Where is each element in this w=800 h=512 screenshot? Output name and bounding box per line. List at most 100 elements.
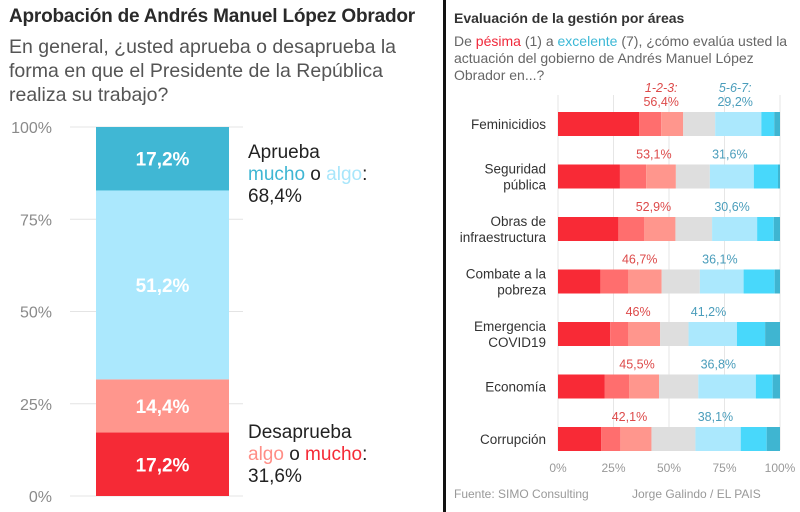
bar-segment — [761, 112, 775, 136]
bar-segment — [604, 374, 630, 399]
bar-segment-label: 17,2% — [136, 455, 190, 476]
bar-segment — [675, 164, 710, 189]
positive-total-label: 41,2% — [691, 305, 726, 319]
bar-segment — [709, 164, 754, 189]
bar-segment — [558, 427, 602, 451]
bar-segment — [688, 322, 737, 346]
bar-segment — [558, 374, 605, 399]
approval-question: En general, ¿usted aprueba o desaprueba … — [9, 36, 397, 106]
x-tick-label: 50% — [657, 461, 681, 475]
bar-segment — [558, 217, 619, 241]
approve-legend-detail: mucho o algo: — [248, 164, 367, 186]
bar-segment — [772, 374, 780, 399]
negative-total-label: 56,4% — [643, 95, 678, 109]
bar-segment — [774, 269, 780, 294]
approve-legend: Aprueba mucho o algo: 68,4% — [248, 142, 367, 208]
bar-segment — [628, 322, 661, 346]
bar-segment — [96, 127, 229, 191]
areas-chart: 0% 25% 50% 75% 100% Feminicidios 56,4% 29,2% 1-2… — [460, 81, 796, 475]
bar-segment — [695, 427, 741, 451]
bar-segment — [736, 322, 766, 346]
category-label: Corrupción — [480, 432, 546, 447]
x-tick-label: 25% — [601, 461, 625, 475]
negative-range-label: 1-2-3: — [645, 81, 678, 95]
disapprove-total: 31,6% — [248, 466, 302, 487]
bar-segment — [558, 269, 601, 294]
bar-segment — [558, 322, 611, 346]
negative-total-label: 45,5% — [619, 358, 654, 372]
bar-segment — [620, 427, 652, 451]
areas-question: De pésima (1) a excelente (7), ¿cómo eva… — [454, 33, 799, 84]
bar-segment — [644, 217, 676, 241]
panel-divider — [443, 0, 446, 512]
category-label: Economía — [485, 380, 546, 395]
bar-segment — [601, 427, 621, 451]
bar-segment — [628, 269, 662, 294]
category-label: pública — [503, 178, 546, 193]
positive-total-label: 38,1% — [698, 410, 733, 424]
y-tick-label: 0% — [29, 489, 52, 506]
bar-segment — [618, 217, 645, 241]
approval-chart: 0% 25% 50% 75% 100% 17,2% 14,4% 51,2% 17,2% — [11, 120, 243, 506]
bar-segment — [755, 374, 773, 399]
disapprove-legend-title: Desaprueba — [248, 422, 352, 443]
disapprove-mucho-word: mucho — [305, 444, 363, 465]
bar-segment — [629, 374, 660, 399]
bar-segment — [740, 427, 767, 451]
category-label: Combate a la — [466, 267, 547, 282]
bar-segment — [661, 269, 700, 294]
approve-colon: : — [362, 164, 368, 185]
bar-segment — [610, 322, 629, 346]
bar-segment — [619, 164, 647, 189]
approve-legend-title: Aprueba — [248, 142, 320, 163]
category-label: infraestructura — [460, 230, 547, 245]
bar-segment — [600, 269, 629, 294]
question-text-pre: De — [454, 33, 476, 49]
bar-segment — [753, 164, 779, 189]
bar-segment — [698, 374, 756, 399]
disapprove-colon: : — [362, 444, 368, 465]
bar-segment-label: 14,4% — [136, 397, 190, 418]
approve-o-word: o — [305, 164, 327, 185]
bar-segment — [651, 427, 696, 451]
bar-segment — [712, 217, 758, 241]
category-label: COVID19 — [488, 335, 546, 350]
bar-segment — [766, 427, 780, 451]
x-tick-label: 0% — [549, 461, 567, 475]
bar-segment — [639, 112, 662, 136]
category-label: Seguridad — [484, 162, 546, 177]
disapprove-algo-word: algo — [248, 444, 284, 465]
bar-segment — [660, 322, 689, 346]
bar-segment — [96, 379, 229, 433]
bar-segment — [558, 164, 620, 189]
disapprove-legend-detail: algo o mucho: — [248, 444, 367, 466]
bar-segment — [715, 112, 762, 136]
bar-segment — [699, 269, 744, 294]
positive-total-label: 29,2% — [717, 95, 752, 109]
negative-total-label: 52,9% — [636, 200, 671, 214]
approve-mucho-word: mucho — [248, 164, 306, 185]
bar-segment — [757, 217, 774, 241]
approval-title: Aprobación de Andrés Manuel López Obrado… — [9, 6, 415, 27]
y-tick-label: 50% — [20, 305, 52, 322]
negative-total-label: 46% — [626, 305, 651, 319]
negative-total-label: 46,7% — [622, 253, 657, 267]
x-tick-label: 100% — [765, 461, 796, 475]
bar-segment-label: 17,2% — [136, 150, 190, 171]
excelente-word: excelente — [557, 33, 618, 49]
positive-total-label: 30,6% — [714, 200, 749, 214]
bar-segment — [646, 164, 676, 189]
negative-total-label: 53,1% — [636, 148, 671, 162]
bar-segment-label: 51,2% — [136, 276, 190, 297]
bar-segment — [774, 112, 780, 136]
positive-range-label: 5-6-7: — [719, 81, 752, 95]
approve-algo-word: algo — [326, 164, 363, 185]
y-tick-label: 25% — [20, 397, 52, 414]
negative-total-label: 42,1% — [612, 410, 647, 424]
positive-total-label: 36,8% — [701, 358, 736, 372]
bar-segment — [661, 112, 684, 136]
bar-segment — [675, 217, 713, 241]
bar-segment — [765, 322, 780, 346]
bar-segment — [96, 432, 229, 496]
bar-segment — [683, 112, 716, 136]
